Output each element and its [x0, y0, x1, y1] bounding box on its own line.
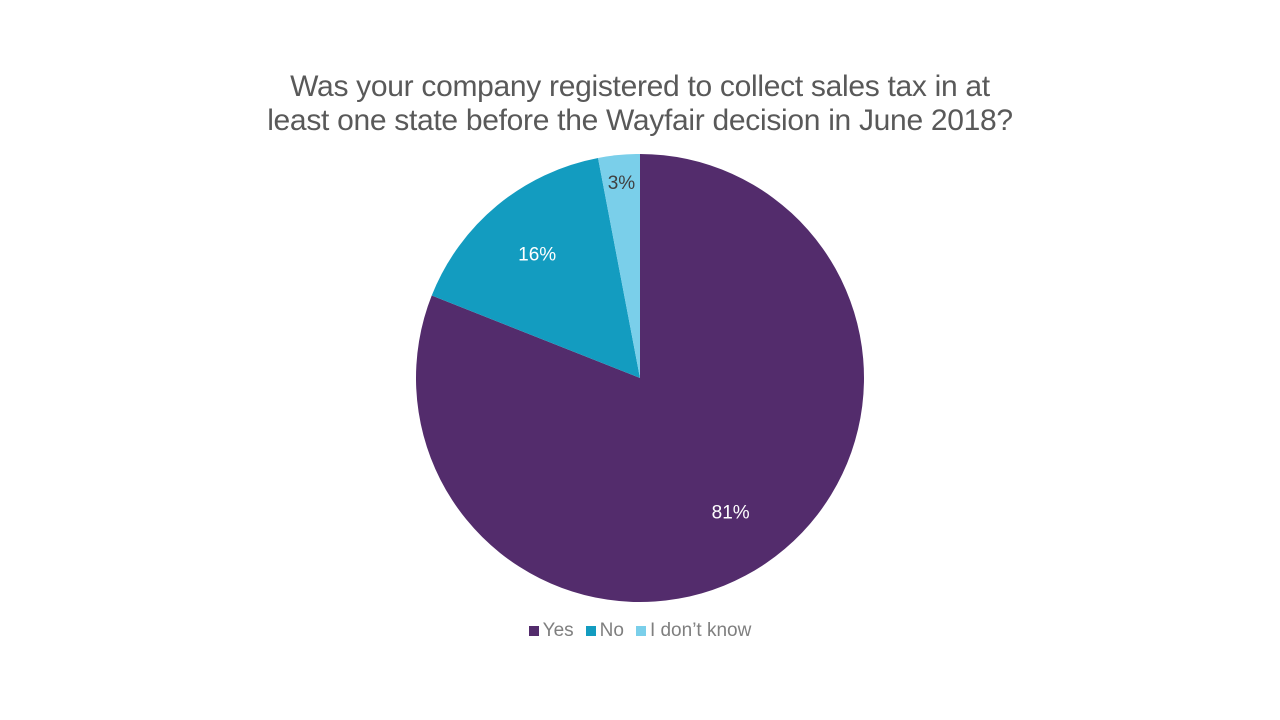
- pie-label-dont-know: 3%: [608, 173, 636, 194]
- legend-item-no: No: [585, 620, 624, 642]
- legend-item-yes: Yes: [528, 620, 574, 642]
- legend: Yes No I don’t know: [0, 620, 1280, 642]
- legend-item-dont-know: I don’t know: [635, 620, 752, 642]
- pie-label-yes: 81%: [712, 502, 750, 523]
- pie-label-no: 16%: [518, 245, 556, 266]
- legend-swatch-no: [585, 626, 596, 636]
- chart-title-line-1: Was your company registered to collect s…: [290, 70, 990, 103]
- legend-label-no: No: [599, 620, 624, 641]
- pie-slice-no: [431, 157, 640, 378]
- legend-label-dont-know: I don’t know: [649, 620, 752, 641]
- chart-title-line-2: least one state before the Wayfair decis…: [267, 104, 1013, 137]
- legend-label-yes: Yes: [542, 620, 574, 641]
- chart-title: Was your company registered to collect s…: [0, 70, 1280, 138]
- pie-labels: 81% 16% 3%: [518, 173, 750, 524]
- pie-slices: [415, 154, 865, 602]
- legend-swatch-dont-know: [635, 626, 646, 636]
- legend-swatch-yes: [528, 626, 539, 636]
- pie-slice-dont-know: [598, 154, 640, 378]
